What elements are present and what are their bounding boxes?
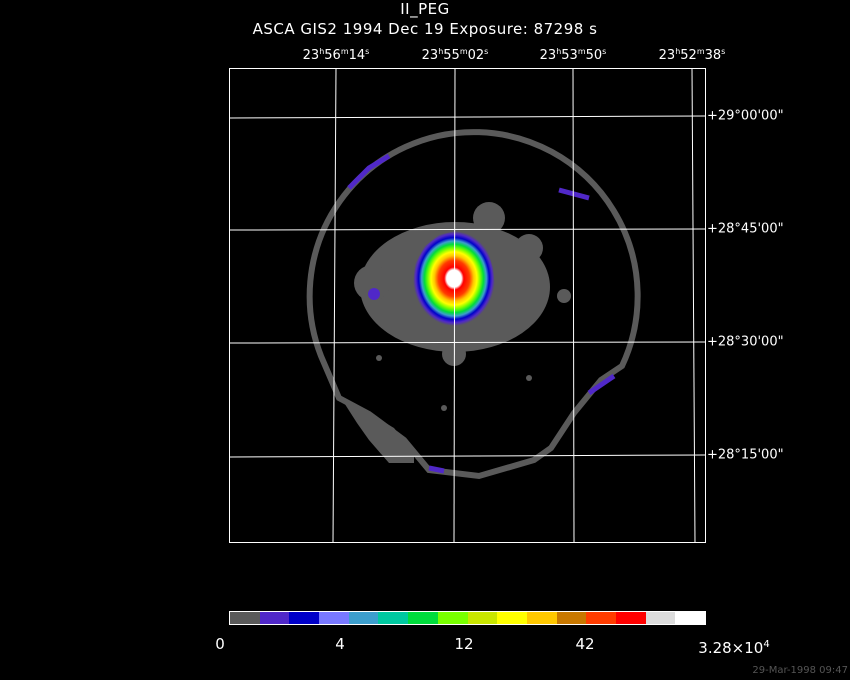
colorbar-swatch — [259, 612, 290, 624]
scale-tick-label: 42 — [575, 635, 595, 653]
colorbar-swatch — [437, 612, 468, 624]
observation-subtitle: ASCA GIS2 1994 Dec 19 Exposure: 87298 s — [252, 20, 598, 38]
colorbar-swatch — [645, 612, 676, 624]
dec-grid-line — [229, 341, 706, 344]
dec-tick-label: +28°45'00" — [707, 221, 784, 237]
colorbar-swatch — [497, 612, 527, 624]
rim-hotspots — [347, 153, 616, 474]
dec-tick-label: +28°15'00" — [707, 447, 784, 463]
ra-grid-line — [332, 68, 337, 543]
ra-tick-label: 23h52m38s — [658, 47, 726, 63]
dec-grid-line — [229, 454, 706, 458]
detector-rim-inner — [341, 398, 414, 463]
scale-tick-label: 0 — [215, 635, 225, 653]
ra-tick-label: 23h56m14s — [302, 47, 370, 63]
colorbar-swatch — [408, 612, 438, 624]
colorbar-swatch — [586, 612, 616, 624]
scale-max-label: 3.28×104 — [698, 639, 770, 657]
ra-grid-line — [691, 68, 696, 543]
coordinate-grid — [229, 68, 706, 543]
image-title: II_PEG — [400, 0, 450, 18]
colorbar-swatch — [467, 612, 498, 624]
xray-sky-image — [229, 68, 706, 543]
colorbar-swatch — [319, 612, 349, 624]
intensity-colorbar — [229, 611, 706, 625]
ra-tick-label: 23h55m02s — [421, 47, 489, 63]
ra-grid-line — [572, 68, 575, 543]
bright-source — [413, 231, 495, 326]
hotspot — [368, 288, 380, 300]
colorbar-swatch — [675, 612, 705, 624]
scale-tick-label: 4 — [335, 635, 345, 653]
colorbar-swatch — [378, 612, 409, 624]
colorbar-swatch — [556, 612, 587, 624]
image-frame — [229, 68, 706, 543]
dec-grid-line — [229, 115, 706, 119]
dec-tick-label: +28°30'00" — [707, 334, 784, 350]
ra-grid-line — [453, 68, 456, 543]
dec-tick-label: +29°00'00" — [707, 108, 784, 124]
dec-grid-line — [229, 228, 706, 231]
detector-rim — [306, 129, 641, 480]
colorbar-swatch — [348, 612, 379, 624]
scale-tick-label: 12 — [454, 635, 474, 653]
ra-tick-label: 23h53m50s — [539, 47, 607, 63]
timestamp-footer: 29-Mar-1998 09:47 — [752, 665, 848, 676]
colorbar-swatch — [615, 612, 646, 624]
colorbar-swatch — [526, 612, 557, 624]
colorbar-swatch — [289, 612, 320, 624]
colorbar-swatch — [230, 612, 260, 624]
